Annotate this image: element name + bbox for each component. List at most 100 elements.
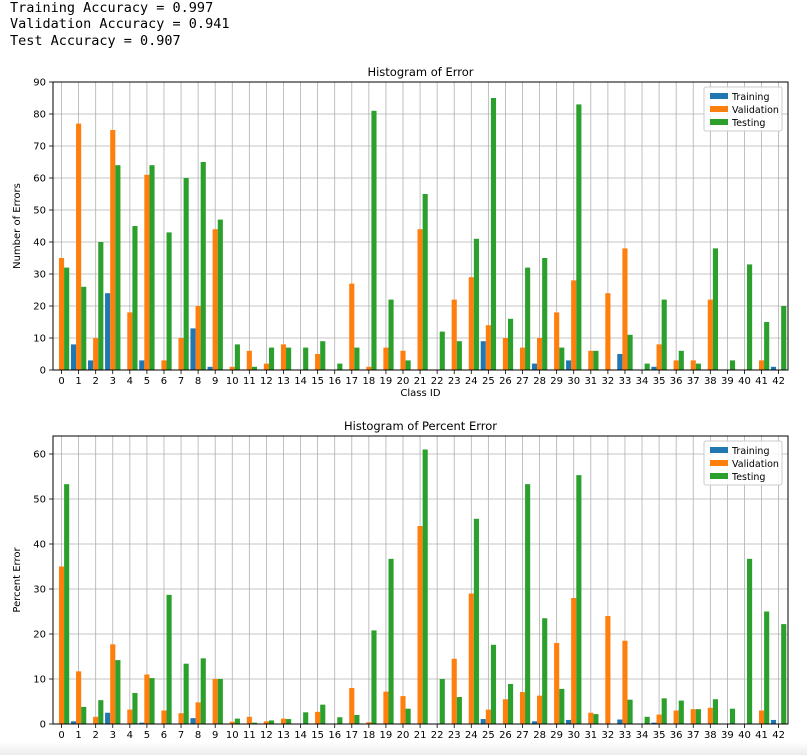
bar-training-class-35 (651, 722, 657, 724)
bar-validation-class-20 (400, 696, 406, 724)
bar-testing-class-24 (473, 238, 479, 370)
bar-testing-class-39 (729, 360, 736, 370)
x-tick-label: 8 (195, 730, 201, 741)
bar-validation-class-36 (673, 710, 679, 724)
x-tick-label: 29 (550, 730, 563, 741)
bar-testing-class-30 (576, 475, 582, 724)
x-tick-label: 40 (738, 730, 751, 741)
x-tick-label: 10 (226, 730, 239, 741)
bar-validation-class-11 (246, 350, 252, 370)
bar-testing-class-2 (98, 700, 104, 724)
bar-training-class-30 (566, 719, 572, 724)
bar-testing-class-29 (559, 347, 565, 370)
y-tick-label: 40 (33, 238, 46, 249)
y-tick-label: 80 (33, 110, 46, 121)
bar-validation-class-24 (468, 277, 474, 370)
bar-training-class-25 (480, 719, 486, 724)
error-histogram-chart: 0 1 2 3 4 5 6 7 8 9 10 11 12 13 14 15 16 17 18 19 20 21 22 23 24… (12, 65, 789, 399)
bar-validation-class-37 (690, 360, 696, 370)
x-tick-label: 37 (687, 730, 700, 741)
x-tick-label: 12 (260, 730, 273, 741)
bar-validation-class-7 (178, 713, 184, 724)
x-tick-label: 18 (362, 376, 375, 387)
bar-validation-class-10 (229, 721, 235, 724)
bar-validation-class-7 (178, 338, 184, 370)
bar-testing-class-19 (388, 299, 394, 370)
x-tick-label: 36 (670, 376, 683, 387)
bar-testing-class-28 (542, 258, 548, 370)
bar-validation-class-31 (588, 712, 594, 724)
bar-testing-class-19 (388, 558, 394, 724)
bar-testing-class-24 (473, 518, 479, 724)
x-tick-label: 17 (345, 730, 358, 741)
bar-validation-class-12 (263, 721, 269, 724)
bar-testing-class-31 (593, 714, 599, 724)
legend-label-training: Training (731, 92, 770, 103)
x-tick-label: 30 (567, 376, 580, 387)
bar-validation-class-15 (315, 711, 321, 724)
bar-testing-class-23 (456, 341, 462, 370)
bar-validation-class-23 (451, 658, 457, 724)
bar-testing-class-27 (525, 267, 531, 370)
y-tick-label: 30 (33, 585, 46, 596)
bar-validation-class-4 (127, 312, 133, 370)
bar-validation-class-8 (195, 306, 201, 370)
x-tick-label: 18 (362, 730, 375, 741)
y-tick-label: 30 (33, 270, 46, 281)
y-tick-label: 20 (33, 302, 46, 313)
x-tick-label: 39 (721, 730, 734, 741)
bar-validation-class-31 (588, 350, 594, 370)
x-tick-label: 34 (636, 376, 649, 387)
bar-validation-class-33 (622, 248, 628, 370)
bar-validation-class-41 (758, 710, 765, 724)
x-tick-label: 7 (178, 376, 184, 387)
bar-testing-class-37 (695, 709, 701, 724)
bar-validation-class-15 (315, 354, 321, 370)
bar-testing-class-6 (166, 232, 172, 370)
bar-testing-class-34 (644, 716, 650, 724)
bar-training-class-1 (70, 344, 77, 370)
bar-validation-class-10 (229, 366, 235, 370)
bar-testing-class-2 (98, 242, 104, 370)
x-tick-label: 30 (567, 730, 580, 741)
bar-validation-class-9 (212, 229, 218, 370)
x-tick-label: 4 (127, 730, 133, 741)
bar-validation-class-25 (485, 709, 491, 724)
training-accuracy-text: Training Accuracy = 0.997 (10, 0, 214, 16)
bar-testing-class-21 (422, 194, 428, 370)
bar-testing-class-25 (490, 98, 497, 370)
bar-training-class-8 (190, 718, 196, 724)
y-tick-label: 0 (40, 720, 46, 731)
bar-training-class-9 (207, 366, 213, 370)
percent-error-histogram-chart: 0 1 2 3 4 5 6 7 8 9 10 11 12 13 14 15 16 17 18 19 20 21 22 23 24… (12, 419, 789, 750)
x-tick-label: 1 (75, 376, 81, 387)
bar-testing-class-35 (661, 698, 667, 724)
bar-validation-class-27 (519, 347, 526, 370)
bar-testing-class-28 (542, 618, 548, 724)
bar-training-class-2 (88, 360, 94, 370)
bar-testing-class-31 (593, 350, 599, 370)
x-tick-label: 13 (277, 376, 290, 387)
bar-testing-class-20 (405, 360, 411, 370)
x-tick-label: 38 (704, 730, 717, 741)
x-tick-label: 9 (212, 376, 218, 387)
bar-testing-class-1 (81, 706, 87, 724)
bar-validation-class-21 (417, 229, 423, 370)
bar-validation-class-3 (110, 644, 116, 724)
bar-validation-class-33 (622, 640, 628, 724)
y-tick-label: 10 (33, 334, 46, 345)
bar-testing-class-15 (320, 341, 326, 370)
bar-testing-class-38 (712, 248, 718, 370)
bar-validation-class-29 (554, 643, 560, 724)
x-tick-label: 38 (704, 376, 717, 387)
bar-testing-class-0 (64, 484, 70, 724)
x-tick-label: 23 (448, 376, 461, 387)
legend-label-training: Training (731, 446, 770, 457)
x-tick-label: 28 (533, 376, 546, 387)
bar-testing-class-14 (303, 712, 309, 724)
x-tick-label: 37 (687, 376, 700, 387)
chart-title: Histogram of Error (367, 65, 473, 79)
x-tick-label: 27 (516, 376, 529, 387)
x-tick-label: 24 (465, 376, 478, 387)
bar-validation-class-19 (383, 347, 389, 370)
